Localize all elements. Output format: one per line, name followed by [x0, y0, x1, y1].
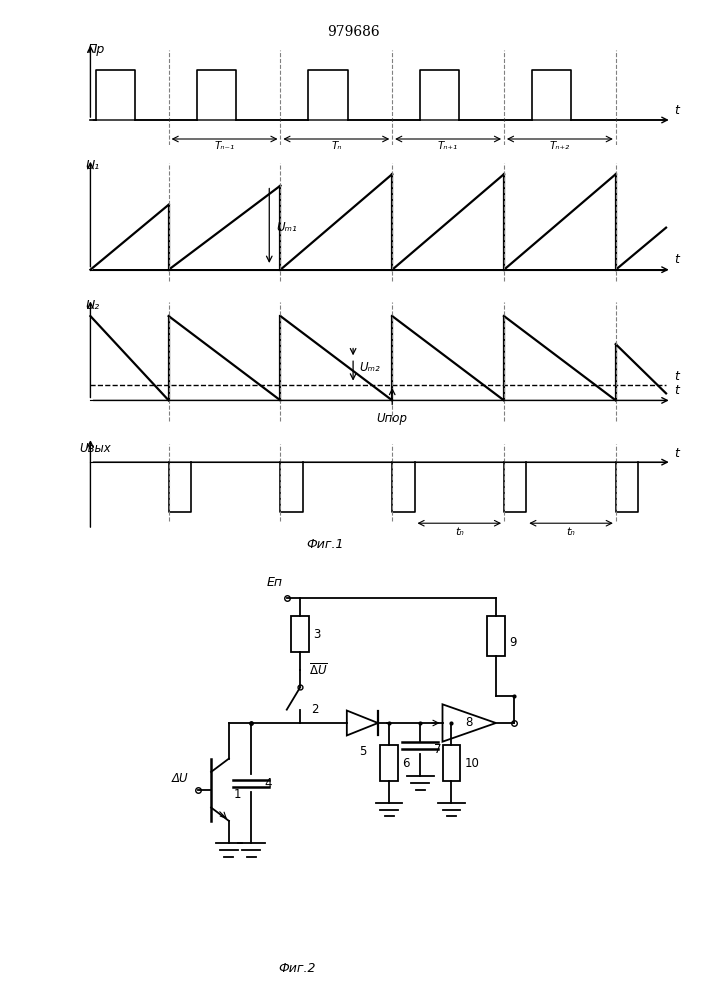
Text: Uₘ₁: Uₘ₁ [276, 221, 297, 234]
Text: t: t [674, 384, 679, 397]
Text: t: t [674, 104, 679, 117]
Text: ΔU: ΔU [173, 772, 189, 785]
Text: 6: 6 [402, 757, 410, 770]
Text: Фиг.2: Фиг.2 [278, 962, 316, 975]
Text: Tₙ: Tₙ [331, 141, 341, 151]
Text: Еп: Еп [267, 576, 282, 589]
Text: 5: 5 [358, 745, 366, 758]
Text: Tₙ₋₁: Tₙ₋₁ [214, 141, 235, 151]
Text: tₙ: tₙ [455, 527, 464, 537]
Text: 2: 2 [311, 703, 319, 716]
Text: 10: 10 [464, 757, 479, 770]
Text: U₂: U₂ [85, 299, 99, 312]
Text: Uвых: Uвых [79, 442, 111, 455]
Text: tₙ: tₙ [566, 527, 575, 537]
Text: Фиг.1: Фиг.1 [306, 538, 344, 551]
Text: Tₙ₊₂: Tₙ₊₂ [550, 141, 570, 151]
Bar [487, 616, 505, 656]
Text: Uпор: Uпор [377, 412, 408, 425]
Text: t: t [674, 447, 679, 460]
Text: t: t [674, 253, 679, 266]
Bar [380, 745, 398, 781]
Text: Tₙ₊₁: Tₙ₊₁ [438, 141, 458, 151]
Text: 9: 9 [509, 636, 517, 649]
Text: t: t [674, 370, 679, 383]
Bar [291, 616, 309, 652]
Text: 1: 1 [233, 788, 241, 801]
Text: 979686: 979686 [327, 25, 380, 39]
Text: 8: 8 [465, 716, 473, 730]
Text: 4: 4 [264, 777, 272, 790]
Text: Пр: Пр [88, 42, 105, 55]
Text: 7: 7 [433, 743, 441, 756]
Bar [443, 745, 460, 781]
Text: U₁: U₁ [85, 159, 99, 172]
Text: $\overline{\Delta U}$: $\overline{\Delta U}$ [309, 663, 327, 678]
Text: Uₘ₂: Uₘ₂ [360, 361, 380, 374]
Text: 3: 3 [313, 628, 321, 641]
